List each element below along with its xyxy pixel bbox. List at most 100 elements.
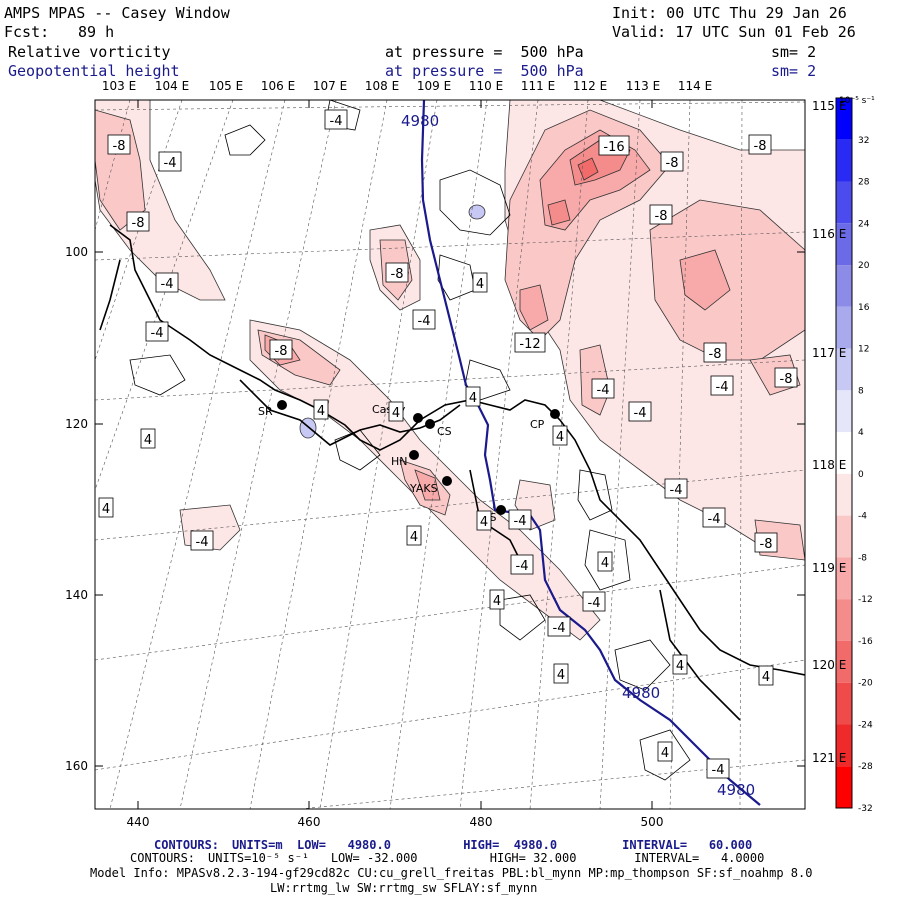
contour-label: 4 (556, 430, 564, 445)
contour-label-box (702, 507, 726, 528)
contour-label-box (489, 589, 505, 610)
contour-label: -4 (716, 380, 729, 395)
x-tick-480: 480 (470, 815, 493, 829)
colorbar-label: -12 (858, 595, 873, 605)
y-tick-100: 100 (65, 245, 88, 259)
lon-label-106e: 106 E (261, 79, 295, 93)
footer-contours2-label: CONTOURS: (130, 851, 196, 865)
colorbar-swatch (836, 473, 852, 516)
contour-label: 4 (410, 530, 418, 545)
field1-smoothing: sm= 2 (771, 43, 817, 61)
contour-label-box (754, 532, 778, 553)
station-sr[interactable] (277, 400, 287, 410)
contour-label-box (598, 135, 630, 156)
x-tick-500: 500 (641, 815, 664, 829)
colorbar-label: 24 (858, 219, 870, 229)
contour-label-box (140, 428, 156, 449)
lon-label-120e: 120 E (812, 658, 846, 672)
contour-label: 4 (317, 404, 325, 419)
contour-label: -4 (516, 559, 529, 574)
contour-label-box (126, 211, 150, 232)
contour-label: 4 (476, 277, 484, 292)
colorbar-label: -4 (858, 512, 867, 522)
lon-label-109e: 109 E (417, 79, 451, 93)
contour-label: -12 (519, 337, 540, 352)
colorbar-label: -28 (858, 762, 873, 772)
contour-label-box (476, 510, 492, 531)
colorbar-swatch (836, 599, 852, 641)
valid-time: Valid: 17 UTC Sun 01 Feb 26 (612, 23, 856, 41)
contour-label: 4 (144, 433, 152, 448)
x-tick-460: 460 (298, 815, 321, 829)
contour-label-box (107, 134, 131, 155)
station-hn[interactable] (409, 450, 419, 460)
height-label-mid: 4980 (622, 684, 660, 702)
contour-label-box (553, 663, 569, 684)
contour-label: -4 (418, 314, 431, 329)
colorbar-label: -20 (858, 679, 873, 689)
contour-label: -8 (666, 156, 679, 171)
forecast-label: Fcst: (4, 23, 50, 41)
lon-label-104e: 104 E (155, 79, 189, 93)
station-cp[interactable] (550, 409, 560, 419)
contour-label: -4 (588, 596, 601, 611)
contour-label: 4 (661, 746, 669, 761)
contour-label: -8 (275, 344, 288, 359)
contour-label-box (649, 204, 673, 225)
height-label-bottom: 4980 (717, 781, 755, 799)
colorbar-swatch (836, 432, 852, 474)
contour-label: -8 (709, 347, 722, 362)
contour-label-box (710, 375, 734, 396)
contour-label: -8 (754, 139, 767, 154)
colorbar-unit: 10⁻⁵ s⁻¹ (839, 96, 875, 106)
station-label-yaks: YAKS (409, 482, 438, 495)
contour-label-box (158, 151, 182, 172)
contour-label-box (703, 342, 727, 363)
contour-label-box (582, 591, 606, 612)
station-casey[interactable] (413, 413, 423, 423)
contour-label-box (508, 509, 532, 530)
contour-label-box (385, 262, 409, 283)
contour-label: -4 (553, 621, 566, 636)
contour-label: -8 (391, 267, 404, 282)
colorbar-frame (835, 97, 853, 809)
contour-label: 4 (676, 659, 684, 674)
colorbar-swatch (836, 306, 852, 349)
colorbar-swatch (836, 223, 852, 266)
lon-label-121e: 121 E (812, 751, 846, 765)
axis-ticks (95, 100, 805, 809)
contour-label-box (406, 525, 422, 546)
colorbar-label: -32 (858, 804, 873, 814)
contour-label: -4 (708, 512, 721, 527)
colorbar: 32 28 24 20 16 12 8 4 0 -4 -8 -12 -16 -20 -24 -28 -32 (835, 97, 873, 814)
station-cs[interactable] (425, 419, 435, 429)
contour-label: -8 (113, 139, 126, 154)
contour-label: -4 (712, 763, 725, 778)
field1-level: at pressure = 500 hPa (385, 43, 584, 61)
footer-model-info2: LW:rrtmg_lw SW:rrtmg_sw SFLAY:sf_mynn (270, 881, 538, 895)
field1-name: Relative vorticity (8, 43, 171, 61)
contour-label: -16 (603, 140, 624, 155)
contour-label-box (758, 665, 774, 686)
contour-label: 4 (392, 406, 400, 421)
contour-label: -4 (164, 156, 177, 171)
init-time: Init: 00 UTC Thu 29 Jan 26 (612, 4, 847, 22)
colorbar-swatch (836, 390, 852, 433)
contour-label-box (547, 616, 571, 637)
colorbar-swatch (836, 557, 852, 600)
field2-level: at pressure = 500 hPa (385, 62, 584, 80)
lon-label-119e: 119 E (812, 561, 846, 575)
contour-label: -4 (196, 535, 209, 550)
lon-label-113e: 113 E (626, 79, 660, 93)
station-ds[interactable] (496, 505, 506, 515)
colorbar-label: 16 (858, 303, 870, 313)
contour-label-box (664, 478, 688, 499)
footer-contours2: UNITS=10⁻⁵ s⁻¹ LOW= -32.000 HIGH= 32.000… (208, 851, 765, 865)
colorbar-swatch (836, 682, 852, 725)
colorbar-swatch (836, 181, 852, 224)
colorbar-label: -8 (858, 553, 867, 563)
footer-model-info: Model Info: MPASv8.2.3-194-gf29cd82c CU:… (90, 866, 813, 880)
contour-label-box (672, 654, 688, 675)
station-yaks[interactable] (442, 476, 452, 486)
